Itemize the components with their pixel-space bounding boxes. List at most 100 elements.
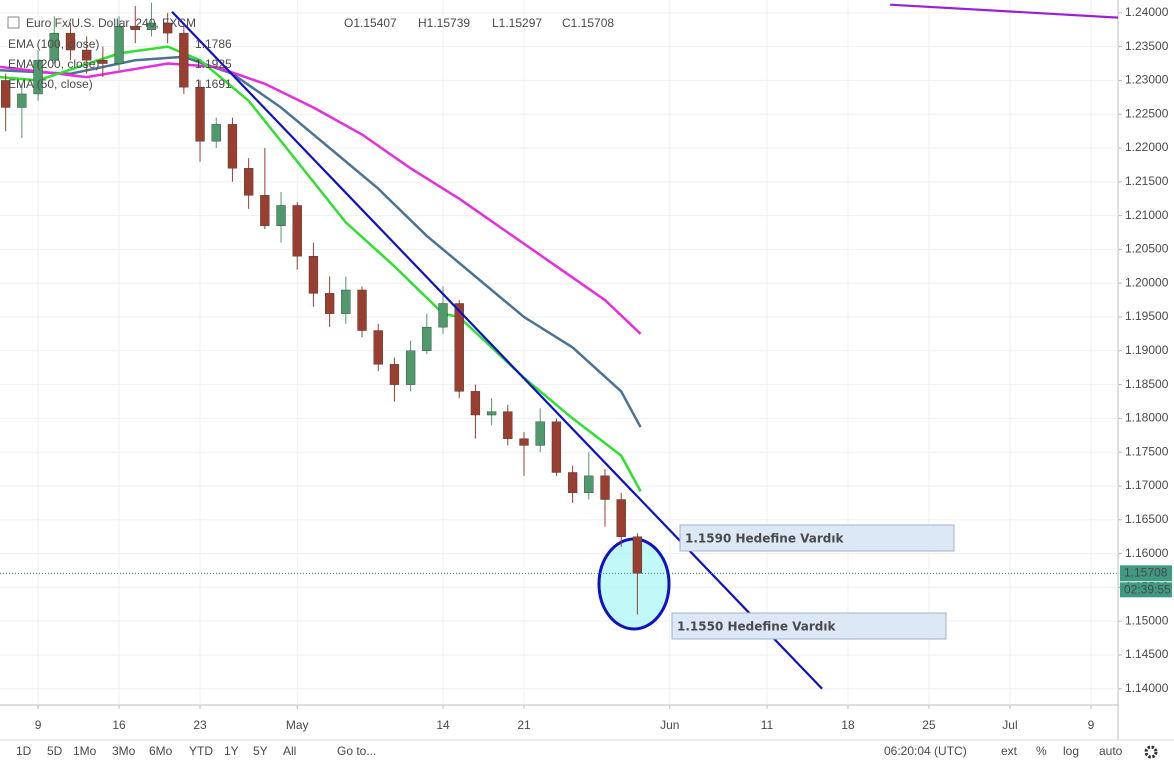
legend-value: 1.1925	[195, 57, 232, 71]
x-tick-label: 16	[112, 718, 126, 732]
y-tick-label: 1.18000	[1125, 411, 1169, 425]
header-icon	[7, 16, 20, 29]
y-tick-label: 1.23000	[1125, 73, 1169, 87]
range-button[interactable]: 5D	[47, 744, 63, 758]
candle-body	[195, 86, 205, 142]
candle-body	[146, 22, 157, 30]
x-tick-label: 25	[922, 718, 936, 732]
candle-body	[82, 49, 92, 61]
y-tick-label: 1.22000	[1125, 140, 1169, 154]
option-button[interactable]: log	[1063, 744, 1079, 758]
legend-value: 1.1691	[195, 77, 232, 91]
range-button[interactable]: 1Mo	[73, 744, 97, 758]
candle-body	[567, 472, 578, 493]
annotation-box	[671, 612, 947, 640]
range-button[interactable]: 5Y	[253, 744, 268, 758]
candle-body	[324, 293, 335, 314]
ohlc-value: C1.15708	[562, 16, 614, 30]
range-button[interactable]: 3Mo	[112, 744, 136, 758]
x-tick-label: 14	[436, 718, 450, 732]
x-tick-label: 11	[761, 718, 774, 732]
candle-body	[292, 205, 302, 257]
option-button[interactable]: ext	[1001, 744, 1018, 758]
legend-entry: EMA (200, close)	[8, 57, 99, 71]
range-button[interactable]: 1Y	[224, 744, 239, 758]
last-price-label: 1.15708	[1124, 565, 1168, 579]
ema-line	[0, 62, 642, 335]
annotation: 1.1550 Hedefine Vardık	[677, 620, 836, 634]
clock: 06:20:04 (UTC)	[884, 744, 967, 758]
candle-body	[389, 364, 400, 385]
candle-body	[341, 289, 351, 314]
x-tick-label: 9	[1088, 718, 1095, 732]
candle-body	[470, 391, 481, 416]
y-tick-label: 1.14000	[1125, 681, 1169, 695]
candle-body	[503, 411, 513, 439]
candle-body	[65, 32, 76, 51]
y-tick-label: 1.19500	[1125, 309, 1169, 323]
candle-body	[373, 330, 383, 365]
x-tick-label: 21	[517, 718, 531, 732]
option-button[interactable]: %	[1036, 744, 1047, 758]
y-tick-label: 1.18500	[1125, 377, 1169, 391]
x-tick-label: May	[286, 718, 309, 732]
candle-body	[405, 350, 416, 385]
legend-entry: EMA (50, close)	[8, 77, 93, 91]
y-tick-label: 1.22500	[1125, 106, 1169, 120]
goto-button[interactable]: Go to...	[337, 744, 376, 758]
x-tick-label: 23	[193, 718, 207, 732]
ohlc-value: L1.15297	[492, 16, 542, 30]
countdown: 02:39:55	[1124, 582, 1171, 596]
candle-body	[454, 303, 464, 392]
candle-body	[616, 499, 626, 537]
candle-body	[422, 326, 432, 352]
range-button[interactable]: YTD	[189, 744, 213, 758]
ema-line	[0, 45, 642, 492]
settings-button[interactable]	[1144, 745, 1158, 759]
y-tick-label: 1.20500	[1125, 242, 1169, 256]
candle-body	[227, 124, 238, 169]
ohlc-value: O1.15407	[344, 16, 397, 30]
annotation-box	[679, 524, 955, 552]
candle-body	[584, 475, 594, 493]
candle-body	[260, 195, 270, 226]
annotation: 1.1590 Hedefine Vardık	[685, 532, 844, 546]
trend-line	[171, 11, 823, 690]
candle-body	[308, 255, 319, 294]
symbol-title: Euro Fx/U.S. Dollar, 240, FXCM	[26, 16, 196, 30]
y-tick-label: 1.23500	[1125, 39, 1169, 53]
y-tick-label: 1.21000	[1125, 208, 1169, 222]
y-tick-label: 1.16500	[1125, 512, 1169, 526]
y-tick-label: 1.16000	[1125, 546, 1169, 560]
trend-line	[890, 3, 1119, 19]
y-tick-label: 1.19000	[1125, 343, 1169, 357]
ema-line	[0, 55, 642, 428]
candle-body	[243, 168, 254, 196]
range-button[interactable]: 6Mo	[149, 744, 173, 758]
candle-body	[130, 26, 140, 30]
candle-body	[179, 32, 189, 88]
range-button[interactable]: 1D	[16, 744, 32, 758]
candle-body	[551, 421, 562, 473]
candle-body	[486, 411, 497, 416]
candle-body	[98, 59, 108, 64]
y-tick-label: 1.21500	[1125, 174, 1169, 188]
last-price-box	[1120, 565, 1172, 582]
option-button[interactable]: auto	[1099, 744, 1123, 758]
x-tick-label: 9	[35, 718, 42, 732]
candle-body	[49, 32, 59, 61]
candle-body	[357, 289, 367, 331]
x-tick-label: 18	[841, 718, 855, 732]
y-tick-label: 1.14500	[1125, 647, 1169, 661]
x-tick-label: Jul	[1002, 718, 1017, 732]
range-button[interactable]: All	[283, 744, 296, 758]
candle-body	[438, 303, 448, 328]
candle-body	[600, 475, 610, 500]
y-tick-label: 1.24000	[1125, 5, 1169, 19]
candle-body	[114, 26, 124, 64]
candle-body	[33, 59, 43, 95]
ohlc-value: H1.15739	[418, 16, 470, 30]
y-tick-label: 1.17000	[1125, 478, 1169, 492]
